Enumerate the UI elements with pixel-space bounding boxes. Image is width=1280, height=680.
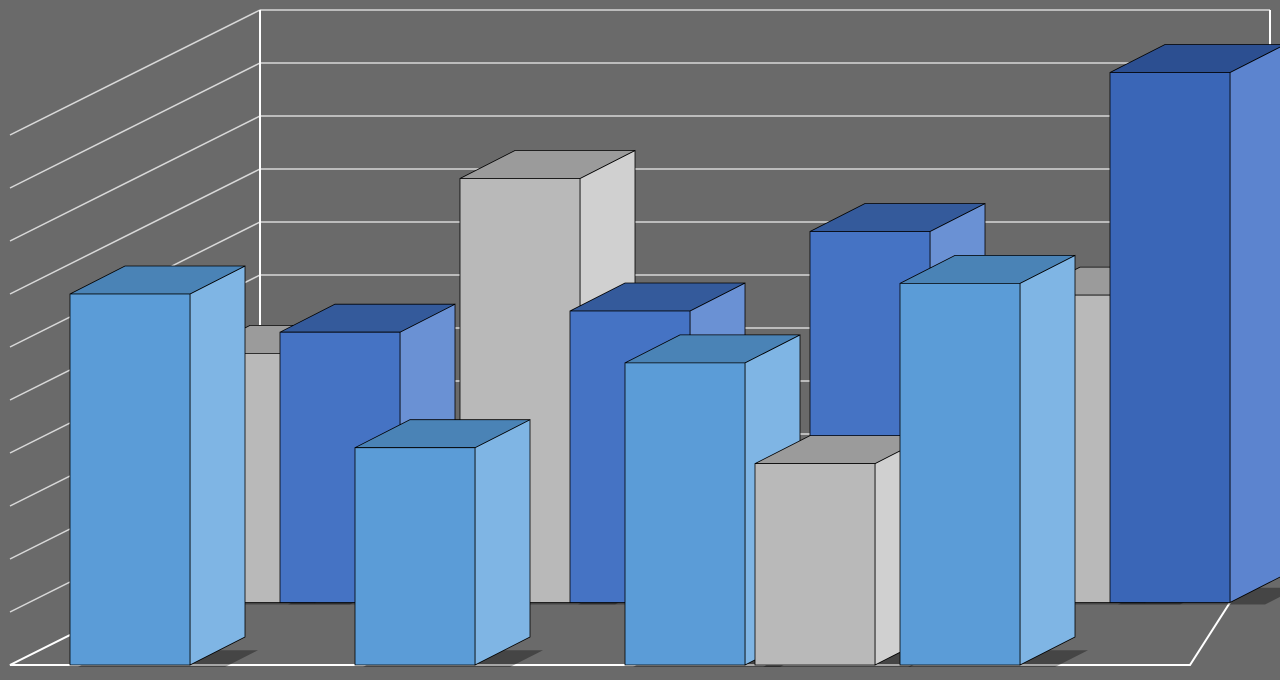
bar-f-2 bbox=[355, 420, 543, 667]
bar-f-5 bbox=[900, 255, 1088, 667]
bar-side bbox=[1020, 255, 1075, 665]
bar-front bbox=[70, 294, 190, 665]
bar-front bbox=[755, 464, 875, 665]
bar-chart-3d bbox=[0, 0, 1280, 680]
bar-b-7 bbox=[1110, 45, 1280, 605]
bar-front bbox=[625, 363, 745, 665]
bar-front bbox=[900, 283, 1020, 665]
bar-side bbox=[190, 266, 245, 665]
bar-f-1 bbox=[70, 266, 258, 667]
bar-side bbox=[475, 420, 530, 665]
bar-side bbox=[1230, 45, 1280, 603]
bar-front bbox=[1110, 73, 1230, 603]
bar-front bbox=[355, 448, 475, 665]
